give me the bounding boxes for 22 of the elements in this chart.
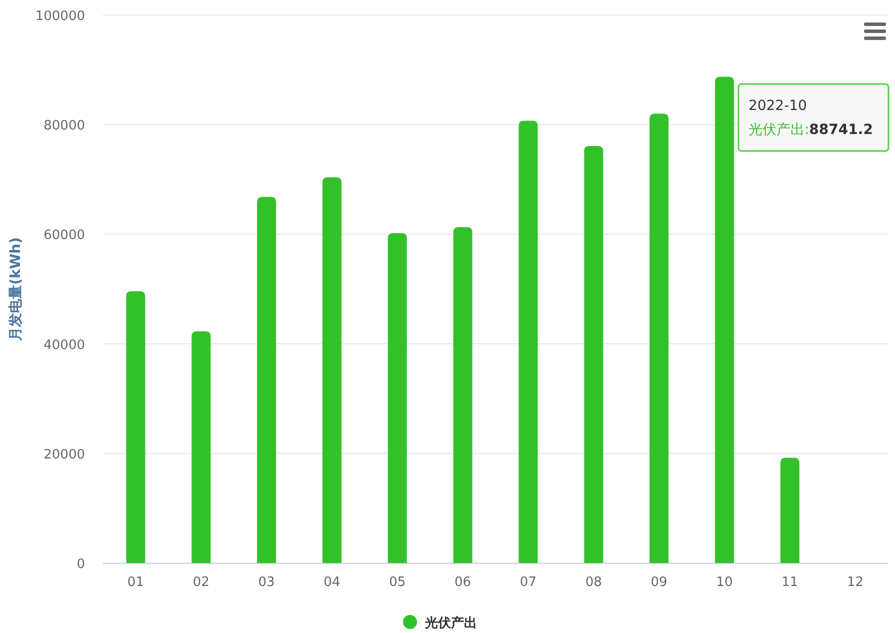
x-tick-label: 06 [454, 575, 472, 590]
x-tick-label: 07 [520, 575, 536, 590]
x-tick-label: 04 [324, 575, 340, 590]
y-tick-label: 100000 [35, 9, 85, 24]
x-tick-label: 10 [716, 575, 733, 590]
y-axis-title: 月发电量(kWh) [8, 237, 24, 342]
x-tick-label: 01 [127, 575, 144, 590]
x-tick-label: 08 [585, 575, 602, 590]
y-tick-label: 80000 [44, 118, 85, 134]
y-tick-label: 20000 [44, 447, 85, 462]
y-tick-label: 40000 [44, 338, 85, 353]
x-tick-label: 11 [782, 575, 798, 590]
x-tick-label: 12 [847, 575, 864, 590]
y-tick-label: 0 [76, 557, 85, 572]
y-tick-label: 60000 [44, 228, 85, 244]
x-tick-label: 03 [258, 575, 275, 590]
x-tick-label: 02 [192, 575, 210, 590]
annotation: 2022-10 [748, 98, 807, 114]
x-tick-label: 05 [389, 575, 406, 590]
legend-label: 光伏产出 [424, 615, 477, 631]
x-tick-label: 09 [650, 575, 668, 590]
annotation: 光伏产出:88741.2 [748, 122, 873, 138]
